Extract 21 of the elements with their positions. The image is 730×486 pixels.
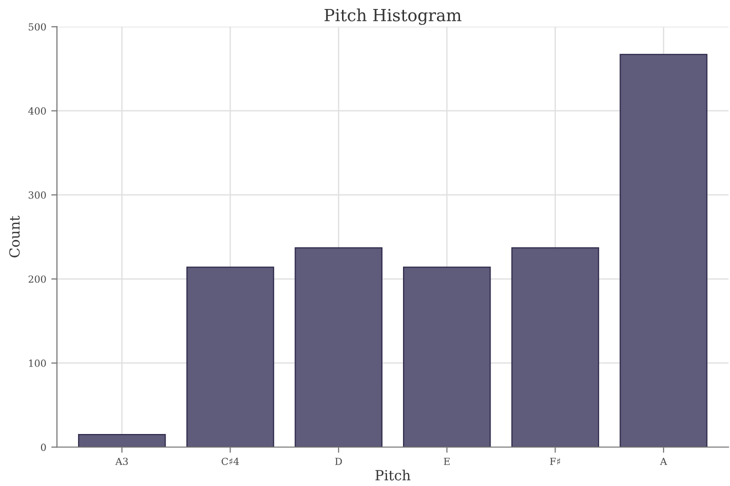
x-tick-label: E	[444, 458, 450, 465]
y-tick-label: 400	[28, 107, 46, 115]
y-tick-label: 500	[28, 23, 46, 31]
y-tick-label: 100	[29, 360, 46, 367]
y-tick-label: 300	[28, 191, 46, 199]
y-tick-label: 200	[28, 275, 46, 283]
x-tick-label: C♯4	[222, 458, 239, 466]
bar	[403, 266, 491, 448]
x-tick-label: F♯	[550, 458, 560, 465]
bar	[620, 54, 708, 448]
bar	[78, 434, 166, 448]
x-axis-title: Pitch	[375, 470, 410, 480]
chart-title: Pitch Histogram	[324, 8, 462, 25]
x-tick-label: A3	[115, 458, 128, 466]
bar	[511, 247, 600, 448]
y-axis-title: Count	[9, 216, 20, 258]
y-tick-label: 0	[40, 444, 46, 451]
bar	[186, 266, 274, 448]
bar	[294, 247, 382, 448]
x-tick-label: D	[335, 458, 342, 465]
x-tick-label: A	[660, 458, 668, 465]
